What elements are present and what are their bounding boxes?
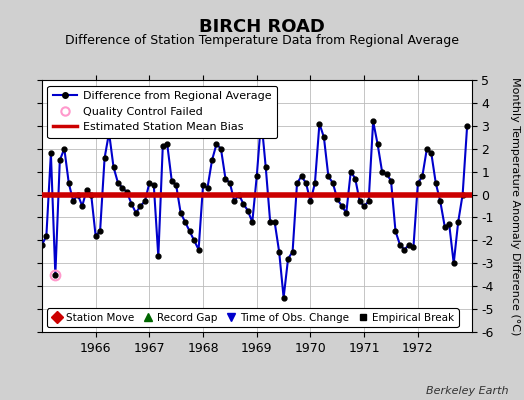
- Text: Difference of Station Temperature Data from Regional Average: Difference of Station Temperature Data f…: [65, 34, 459, 47]
- Text: BIRCH ROAD: BIRCH ROAD: [199, 18, 325, 36]
- Legend: Station Move, Record Gap, Time of Obs. Change, Empirical Break: Station Move, Record Gap, Time of Obs. C…: [47, 308, 458, 327]
- Text: Berkeley Earth: Berkeley Earth: [426, 386, 508, 396]
- Y-axis label: Monthly Temperature Anomaly Difference (°C): Monthly Temperature Anomaly Difference (…: [510, 77, 520, 335]
